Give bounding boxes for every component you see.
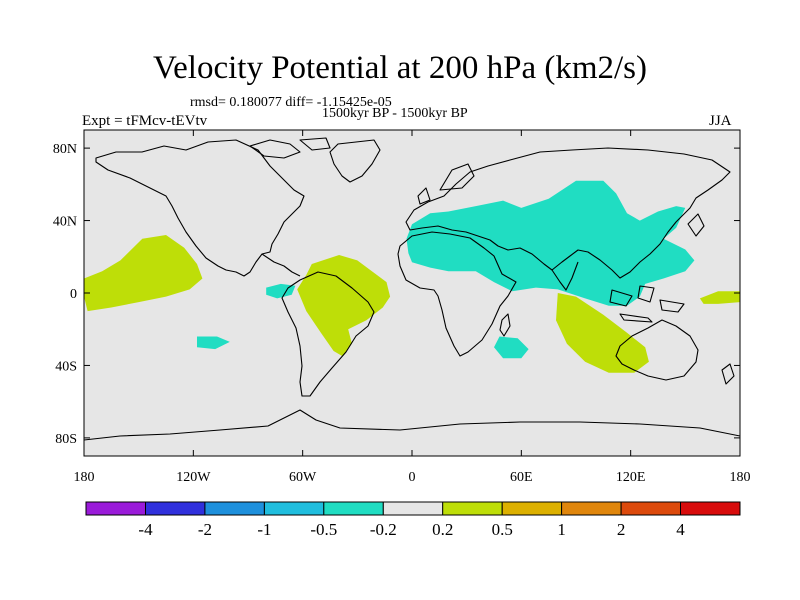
anomaly-region-neg-south-pacific bbox=[197, 336, 230, 350]
map-title: Velocity Potential at 200 hPa (km2/s) bbox=[152, 50, 648, 86]
coastline-scandinavia bbox=[417, 163, 475, 205]
lon-label: 180 bbox=[74, 470, 95, 485]
colorbar-swatch bbox=[382, 501, 444, 516]
coastline-madagascar bbox=[499, 313, 511, 337]
period-line: 1500kyr BP - 1500kyr BP bbox=[322, 106, 468, 121]
season-label: JJA bbox=[709, 113, 732, 129]
colorbar-label: 0.2 bbox=[432, 520, 453, 539]
colorbar-label: 1 bbox=[557, 520, 566, 539]
colorbar-label: 0.5 bbox=[492, 520, 513, 539]
colorbar-swatch bbox=[263, 501, 325, 516]
lon-label: 0 bbox=[409, 470, 416, 485]
anomaly-region-pos-australia bbox=[556, 293, 649, 373]
anomaly-region-pos-atlantic bbox=[297, 255, 391, 357]
lon-label: 120W bbox=[176, 470, 211, 485]
anomaly-region-neg-eurasia bbox=[406, 180, 695, 306]
anomaly-region-pos-west-pacific bbox=[699, 291, 740, 304]
coastline-south-america bbox=[281, 271, 375, 397]
colorbar-label: -0.5 bbox=[310, 520, 337, 539]
anomaly-region-pos-east-pacific bbox=[84, 235, 203, 312]
colorbar-swatch bbox=[561, 501, 622, 516]
lon-label: 120E bbox=[616, 470, 646, 485]
colorbar-label: 4 bbox=[676, 520, 685, 539]
coastline-greenland bbox=[329, 139, 381, 183]
colorbar-swatch bbox=[204, 501, 265, 516]
coastline-arctic-islands bbox=[249, 137, 331, 159]
coastline-antarctica bbox=[84, 409, 740, 441]
coastline-maritime-continent bbox=[609, 285, 685, 323]
colorbar-swatch bbox=[442, 501, 503, 516]
coastline-eurasia bbox=[405, 147, 731, 279]
lat-label: 80S bbox=[55, 432, 77, 447]
colorbar-label: -0.2 bbox=[370, 520, 397, 539]
experiment-label: Expt = tFMcv-tEVtv bbox=[82, 113, 208, 129]
coastlines bbox=[84, 137, 740, 441]
lon-label: 180 bbox=[730, 470, 751, 485]
coastline-india bbox=[551, 261, 579, 291]
lon-label: 60E bbox=[510, 470, 533, 485]
coastline-australia bbox=[615, 319, 699, 381]
colorbar-swatch bbox=[85, 501, 146, 516]
colorbar-label: -2 bbox=[198, 520, 212, 539]
map-ocean-background bbox=[84, 130, 740, 456]
colorbar-swatch bbox=[620, 501, 682, 516]
map-axes: 180 120W 60W 0 60E 120E 180 80N 40N 0 40S 80S bbox=[53, 130, 751, 485]
coastline-north-america bbox=[95, 139, 305, 277]
anomaly-regions bbox=[84, 180, 740, 373]
lat-label: 40S bbox=[55, 359, 77, 374]
stats-line: rmsd= 0.180077 diff= -1.15425e-05 bbox=[190, 95, 392, 110]
colorbar-swatch bbox=[501, 501, 563, 516]
coastline-new-zealand bbox=[721, 363, 735, 385]
coastline-africa bbox=[397, 231, 517, 357]
lat-label: 40N bbox=[53, 215, 77, 230]
lon-label: 60W bbox=[289, 470, 317, 485]
colorbar-swatch bbox=[323, 501, 384, 516]
colorbar-swatch bbox=[145, 501, 206, 516]
lat-label: 0 bbox=[70, 287, 77, 302]
anomaly-region-neg-south-indian bbox=[494, 336, 529, 359]
lat-label: 80N bbox=[53, 142, 77, 157]
colorbar-swatch bbox=[680, 501, 741, 516]
colorbar: -4 -2 -1 -0.5 -0.2 0.2 0.5 1 2 4 bbox=[85, 501, 741, 539]
coastline-gulf bbox=[261, 253, 301, 277]
coastline-japan bbox=[687, 213, 705, 237]
colorbar-label: -1 bbox=[257, 520, 271, 539]
colorbar-label: 2 bbox=[617, 520, 626, 539]
colorbar-label: -4 bbox=[138, 520, 153, 539]
